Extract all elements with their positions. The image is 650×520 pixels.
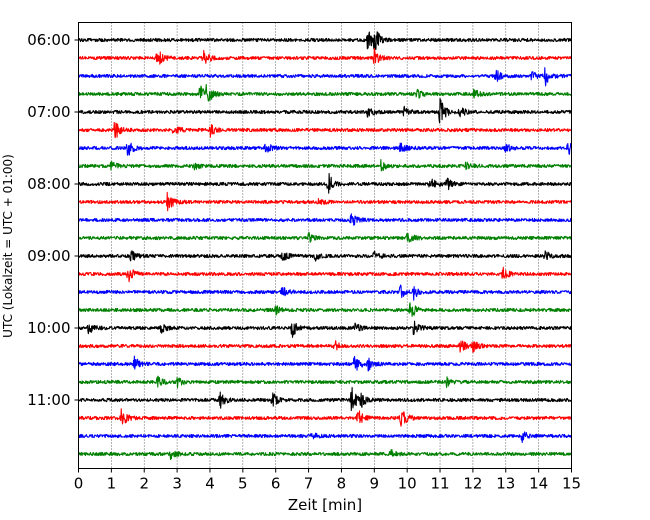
x-axis-ticks: 0 1 2 3 4 5 6 7 8 9 10 11 12 13 14 15	[74, 468, 581, 493]
seismogram-trace	[78, 386, 573, 412]
x-tick-label: 15	[562, 475, 581, 493]
y-tick-label: 06:00	[27, 31, 70, 49]
x-tick-label: 4	[205, 475, 215, 493]
seismogram-trace	[77, 408, 573, 427]
seismogram-trace	[77, 340, 573, 353]
seismogram-trace	[77, 284, 573, 301]
trace-lines	[77, 31, 573, 461]
y-tick-label: 09:00	[27, 247, 70, 265]
y-tick-label: 07:00	[27, 103, 70, 121]
x-tick-label: 7	[304, 475, 314, 493]
seismogram-trace	[78, 47, 573, 65]
y-axis-label: UTC (Lokalzeit = UTC + 01:00)	[1, 154, 15, 338]
seismogram-trace	[77, 191, 572, 212]
seismogram-trace	[77, 31, 572, 50]
x-tick-label: 8	[337, 475, 347, 493]
seismogram-trace	[78, 121, 573, 138]
x-tick-label: 14	[529, 475, 548, 493]
y-axis-ticks: 06:00 07:00 08:00 09:00 10:00 11:00	[27, 31, 79, 409]
x-tick-label: 10	[398, 475, 417, 493]
y-tick-label: 08:00	[27, 175, 70, 193]
x-tick-label: 13	[496, 475, 515, 493]
x-axis-label: Zeit [min]	[288, 496, 362, 514]
x-tick-label: 6	[271, 475, 281, 493]
x-tick-label: 3	[172, 475, 182, 493]
seismogram-trace	[78, 320, 572, 338]
seismogram-trace	[77, 98, 572, 124]
y-tick-label: 11:00	[27, 391, 70, 409]
seismogram-trace	[77, 355, 572, 372]
seismogram-trace	[78, 302, 572, 317]
seismogram-trace	[77, 213, 572, 226]
seismogram-trace	[77, 266, 573, 283]
seismogram-trace	[78, 67, 573, 87]
seismogram-trace	[77, 83, 572, 102]
grid-lines	[111, 22, 539, 469]
seismogram-trace	[78, 142, 572, 156]
x-tick-label: 2	[139, 475, 149, 493]
x-tick-label: 12	[463, 475, 482, 493]
seismogram-trace	[77, 159, 572, 172]
seismogram-trace	[78, 250, 572, 262]
seismogram-trace	[78, 231, 573, 243]
seismogram-trace	[77, 173, 573, 194]
plot-frame	[78, 22, 572, 469]
seismogram-trace	[77, 431, 572, 443]
y-tick-label: 10:00	[27, 319, 70, 337]
x-tick-label: 5	[238, 475, 248, 493]
seismogram-trace	[77, 449, 573, 461]
x-tick-label: 9	[370, 475, 380, 493]
x-tick-label: 11	[430, 475, 449, 493]
x-tick-label: 1	[107, 475, 117, 493]
x-tick-label: 0	[74, 475, 84, 493]
seismogram-trace	[78, 375, 572, 389]
